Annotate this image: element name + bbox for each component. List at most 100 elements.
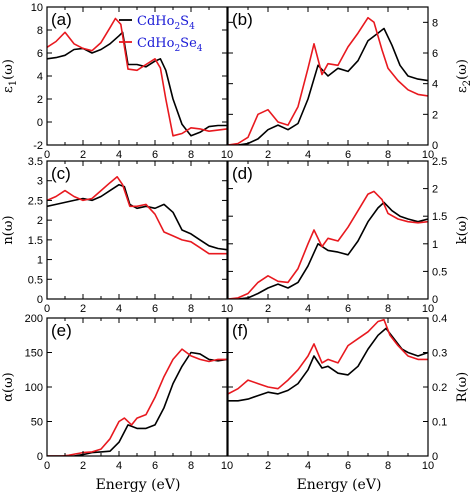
- y-tick-label: 200: [25, 313, 43, 325]
- x-tick-label: 6: [345, 303, 351, 315]
- x-tick-label: 2: [265, 149, 271, 161]
- y-tick-label: 0: [432, 140, 438, 152]
- panel-label: (d): [232, 164, 253, 183]
- y-axis-label-main: k(ω): [455, 216, 470, 245]
- legend-text-mid: S: [180, 14, 189, 29]
- y-tick-label: 0.3: [432, 348, 447, 360]
- y-tick-label: 2: [432, 109, 438, 121]
- y-axis-label-main: R(ω): [455, 372, 470, 403]
- x-tick-label: 2: [265, 460, 271, 472]
- x-tick-label: 10: [422, 460, 434, 472]
- x-tick-label: 4: [305, 303, 311, 315]
- series-line-se4: [228, 318, 428, 395]
- y-tick-label: 1.5: [432, 211, 447, 223]
- x-tick-label: 4: [116, 460, 122, 472]
- series-line-se4: [47, 348, 227, 456]
- x-tick-label: 2: [265, 303, 271, 315]
- y-tick-label: 0.2: [432, 382, 447, 394]
- y-tick-label: 0.5: [28, 274, 43, 286]
- y-axis-label: k(ω): [455, 216, 470, 245]
- x-tick-label: 6: [152, 460, 158, 472]
- y-axis-label-main: α(ω): [1, 372, 16, 402]
- y-tick-label: 0: [432, 451, 438, 463]
- y-tick-label: 4: [432, 79, 438, 91]
- panel-label: (e): [51, 321, 72, 340]
- x-tick-label: 4: [305, 460, 311, 472]
- y-axis-label: R(ω): [455, 372, 470, 403]
- panel-d: 2 4 6 8 100 0.5 1 1.5 2 2.5 k(ω) (d): [227, 156, 470, 315]
- x-tick-label: 8: [188, 149, 194, 161]
- y-axis-label-tail: (ω): [455, 59, 470, 80]
- y-tick-label: 6: [37, 48, 43, 60]
- y-tick-label: 0: [37, 294, 43, 306]
- x-tick-label: 8: [385, 303, 391, 315]
- y-tick-label: 2: [37, 215, 43, 227]
- x-tick-label: 6: [345, 149, 351, 161]
- y-tick-label: 2.5: [432, 156, 447, 168]
- x-tick-label: 0: [44, 460, 50, 472]
- y-tick-label: 2: [432, 184, 438, 196]
- y-tick-label: 0: [37, 117, 43, 129]
- x-tick-label: 10: [422, 303, 434, 315]
- plot-frame: [46, 317, 228, 457]
- x-tick-label: 2: [80, 303, 86, 315]
- x-tick-label: 4: [116, 149, 122, 161]
- x-tick-label: 4: [305, 149, 311, 161]
- y-tick-label: 0: [432, 294, 438, 306]
- y-tick-label: 0: [37, 451, 43, 463]
- y-tick-label: 1.5: [28, 235, 43, 247]
- y-axis-label: α(ω): [1, 372, 16, 402]
- x-tick-label: 10: [221, 149, 233, 161]
- y-tick-label: 2: [37, 94, 43, 106]
- x-tick-label: 4: [116, 303, 122, 315]
- series-line-se4: [228, 16, 428, 145]
- y-axis-label-sub: 2: [462, 80, 473, 86]
- y-axis-label: n(ω): [1, 215, 16, 244]
- y-tick-label: 2.5: [28, 195, 43, 207]
- panel-c: 0 2 4 6 8 10 0 0.5 1 1.5 2 2.5 3 3.5 n(ω) (c): [1, 156, 233, 315]
- x-axis-label-left: Energy (eV): [96, 477, 181, 493]
- y-tick-label: 100: [25, 382, 43, 394]
- x-tick-label: 2: [80, 460, 86, 472]
- x-tick-label: 8: [385, 460, 391, 472]
- x-tick-label: 10: [221, 303, 233, 315]
- plot-frame: [46, 160, 228, 300]
- legend-text-sub: 2: [174, 22, 180, 32]
- legend-text-sub: 4: [189, 22, 195, 32]
- plot-frame: [227, 317, 429, 457]
- series-line-s4: [228, 327, 428, 402]
- y-tick-label: 8: [37, 25, 43, 37]
- legend-entry-se4: CdHo2Se4: [137, 36, 203, 54]
- legend-text-sub: 4: [197, 44, 203, 54]
- y-axis-label: ε2(ω): [455, 59, 473, 93]
- y-tick-label: 0.5: [432, 266, 447, 278]
- y-axis-label-main: ε: [455, 86, 470, 93]
- series-line-se4: [47, 17, 227, 137]
- x-tick-label: 2: [80, 149, 86, 161]
- x-axis-label-right: Energy (eV): [297, 477, 382, 493]
- panel-label: (b): [232, 10, 253, 29]
- legend-entry-s4: CdHo2S4: [137, 14, 195, 32]
- y-tick-label: 0.1: [432, 417, 447, 429]
- legend-text-prefix: CdHo: [137, 14, 175, 29]
- plot-frame: [227, 160, 429, 300]
- y-axis-label-main: ε: [1, 86, 16, 93]
- series-line-s4: [228, 201, 428, 299]
- y-tick-label: 8: [432, 17, 438, 29]
- panel-label: (a): [51, 10, 72, 29]
- y-tick-label: 6: [432, 48, 438, 60]
- x-tick-label: 6: [345, 460, 351, 472]
- y-axis-label-tail: (ω): [1, 59, 16, 80]
- series-line-s4: [228, 27, 428, 145]
- y-tick-label: -2: [33, 140, 43, 152]
- x-tick-label: 10: [422, 149, 434, 161]
- y-tick-label: 3: [37, 176, 43, 188]
- y-tick-label: 10: [31, 2, 43, 14]
- series-line-s4: [47, 31, 227, 137]
- y-tick-label: 0.4: [432, 313, 447, 325]
- panel-label: (f): [232, 321, 248, 340]
